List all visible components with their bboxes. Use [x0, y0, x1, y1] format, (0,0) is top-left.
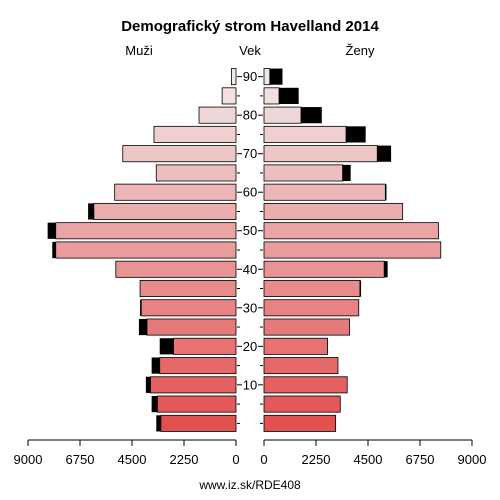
men-surplus-5-9 [151, 396, 158, 413]
women-bar-35-39 [263, 280, 361, 298]
women-bar-90+ [263, 68, 271, 86]
women-bar-75-79 [263, 125, 347, 143]
women-surplus-60-64 [385, 184, 387, 201]
men-x-tick-label-4: 0 [232, 452, 239, 467]
age-tick-label-70: 70 [243, 146, 257, 161]
men-bar-90+ [230, 68, 237, 86]
men-x-tick-label-2: 4500 [118, 452, 147, 467]
men-bar-30-34 [140, 299, 237, 317]
men-surplus-0-4 [156, 415, 161, 432]
women-bar-60-64 [263, 183, 386, 201]
men-surplus-10-14 [145, 376, 151, 393]
men-bar-35-39 [139, 280, 237, 298]
women-surplus-90+ [269, 68, 283, 85]
chart-title: Demografický strom Havelland 2014 [121, 18, 379, 35]
men-bar-70-74 [122, 145, 237, 163]
women-bar-40-44 [263, 260, 385, 278]
age-tick-label-60: 60 [243, 185, 257, 200]
age-axis: 10 20 30 40 50 60 70 80 90 [237, 69, 263, 424]
women-bar-50-54 [263, 222, 439, 240]
women-bar-85-89 [263, 87, 280, 105]
age-tick-label-80: 80 [243, 108, 257, 123]
men-surplus-30-34 [140, 299, 142, 316]
women-surplus-85-89 [279, 87, 299, 104]
men-bar-65-69 [155, 164, 237, 182]
women-x-tick-label-0: 0 [260, 452, 267, 467]
age-tick-label-50: 50 [243, 223, 257, 238]
x-axis: 9000 6750 4500 2250 0 0 2250 4500 6750 9000 [14, 439, 487, 467]
women-bar-10-14 [263, 376, 348, 394]
men-surplus-15-19 [151, 357, 160, 374]
women-bar-45-49 [263, 241, 442, 259]
women-bar-30-34 [263, 299, 360, 317]
women-label: Ženy [346, 43, 375, 58]
men-bar-85-89 [221, 87, 237, 105]
women-bar-80-84 [263, 106, 302, 124]
age-tick-label-10: 10 [243, 377, 257, 392]
women-x-tick-label-4: 9000 [458, 452, 487, 467]
men-surplus-20-24 [159, 338, 174, 355]
men-bar-25-29 [146, 318, 237, 336]
men-bar-80-84 [198, 106, 237, 124]
men-bar-45-49 [55, 241, 237, 259]
women-bar-55-59 [263, 202, 404, 220]
men-bar-15-19 [159, 357, 237, 375]
women-surplus-80-84 [300, 107, 322, 124]
men-bar-55-59 [93, 202, 237, 220]
age-label: Vek [239, 43, 261, 58]
women-surplus-70-74 [377, 145, 392, 162]
men-x-tick-label-0: 9000 [14, 452, 43, 467]
men-bar-75-79 [153, 125, 237, 143]
women-surplus-75-79 [346, 126, 366, 143]
men-bar-50-54 [55, 222, 237, 240]
men-surplus-55-59 [88, 203, 94, 220]
men-bar-0-4 [160, 414, 237, 432]
women-bar-65-69 [263, 164, 343, 182]
women-bar-5-9 [263, 395, 341, 413]
men-x-tick-label-3: 2250 [170, 452, 199, 467]
women-bar-15-19 [263, 357, 339, 375]
women-surplus-35-39 [359, 280, 362, 297]
women-bar-70-74 [263, 145, 378, 163]
men-surplus-50-54 [47, 222, 56, 239]
men-surplus-45-49 [52, 241, 56, 259]
women-x-tick-label-2: 4500 [354, 452, 383, 467]
men-bar-10-14 [150, 376, 237, 394]
bars-group [47, 68, 442, 432]
age-tick-label-30: 30 [243, 300, 257, 315]
women-surplus-40-44 [384, 261, 388, 278]
women-x-tick-label-3: 6750 [406, 452, 435, 467]
men-surplus-25-29 [138, 318, 148, 336]
age-tick-label-40: 40 [243, 262, 257, 277]
age-tick-label-90: 90 [243, 69, 257, 84]
women-bar-20-24 [263, 337, 328, 355]
men-bar-60-64 [114, 183, 237, 201]
men-bar-20-24 [173, 337, 237, 355]
men-label: Muži [125, 43, 153, 58]
men-x-tick-label-1: 6750 [66, 452, 95, 467]
men-bar-5-9 [157, 395, 237, 413]
footer-source: www.iz.sk/RDE408 [198, 478, 301, 492]
women-x-tick-label-1: 2250 [302, 452, 331, 467]
women-bar-0-4 [263, 414, 337, 432]
women-surplus-65-69 [342, 164, 351, 182]
men-bar-40-44 [115, 260, 237, 278]
women-bar-25-29 [263, 318, 350, 336]
age-tick-label-20: 20 [243, 339, 257, 354]
